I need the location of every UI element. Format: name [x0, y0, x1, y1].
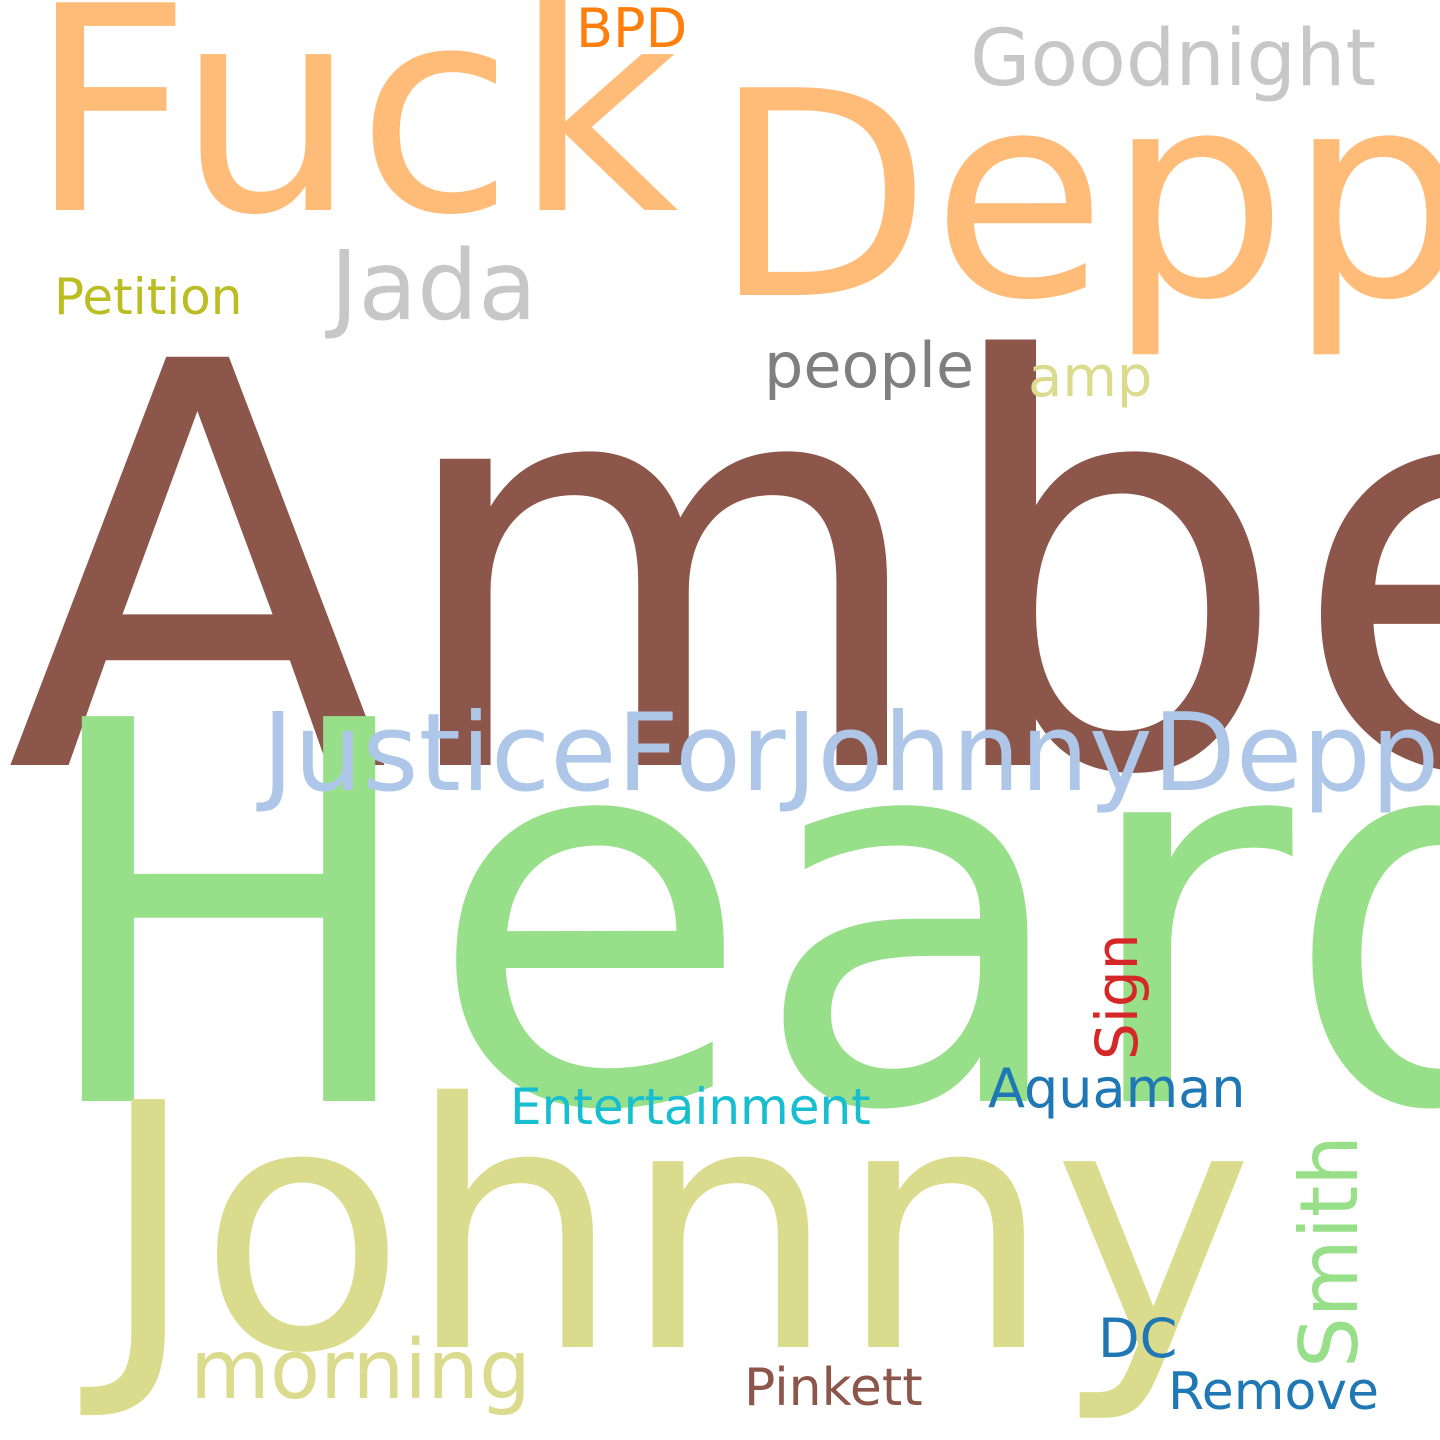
word-goodnight: Goodnight — [970, 14, 1377, 104]
word-morning: morning — [190, 1323, 532, 1418]
word-fuck: Fuck — [28, 0, 679, 278]
word-aquaman: Aquaman — [988, 1057, 1246, 1120]
word-people: people — [764, 329, 975, 402]
word-johnny: Johnny — [98, 1032, 1254, 1428]
word-depp: Depp — [712, 31, 1440, 363]
word-heard: Heard — [30, 611, 1440, 1226]
word-petition: Petition — [54, 268, 243, 326]
word-amber: Amber — [6, 246, 1440, 898]
word-remove: Remove — [1168, 1362, 1380, 1422]
word-amp: amp — [1028, 345, 1153, 410]
word-dc: DC — [1098, 1307, 1178, 1370]
word-sign: Sign — [1083, 933, 1151, 1060]
word-jada: Jada — [330, 230, 537, 342]
word-smith: Smith — [1283, 1134, 1376, 1368]
word-bpd: BPD — [576, 0, 688, 60]
word-entertainment: Entertainment — [510, 1078, 871, 1136]
word-pinkett: Pinkett — [744, 1358, 923, 1418]
word-justicefor-johnnydepp: JusticeForJohnnyDepp — [262, 691, 1440, 816]
